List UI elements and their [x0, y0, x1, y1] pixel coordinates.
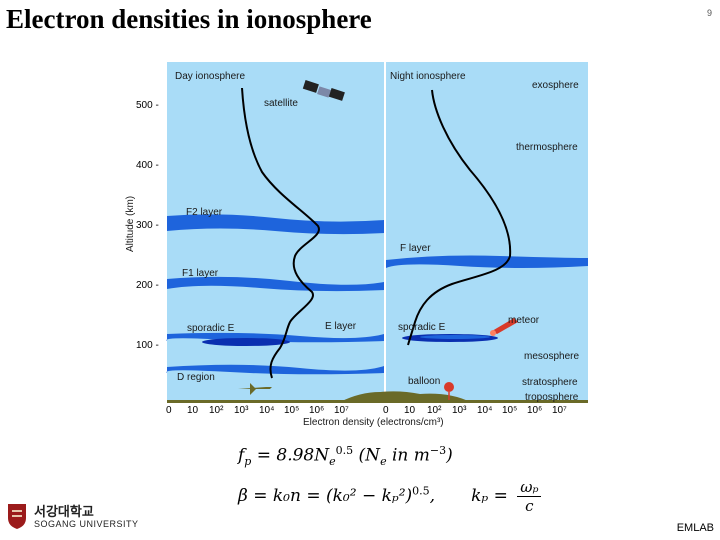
x-tick-night-4: 10⁴: [477, 405, 492, 416]
day-density-curve: [241, 87, 320, 379]
x-ticks-day: 0 10 10² 10³ 10⁴ 10⁵ 10⁶ 10⁷: [166, 405, 349, 416]
d-region-label: D region: [177, 372, 215, 383]
x-tick-day-3: 10³: [234, 405, 249, 416]
night-density-curve: [407, 89, 512, 346]
y-tick-100: 100 -: [136, 340, 159, 351]
logo-english: SOGANG UNIVERSITY: [34, 519, 139, 529]
x-tick-night-1: 10: [404, 405, 416, 416]
eq1-note-post: ): [446, 445, 453, 466]
page-number: 9: [706, 8, 712, 18]
sporadic-e-day-label: sporadic E: [187, 323, 235, 334]
x-tick-night-5: 10⁵: [502, 405, 517, 416]
eq1-note-pre: (N: [353, 445, 381, 466]
d-region-band: [166, 364, 384, 375]
night-title: Night ionosphere: [390, 71, 466, 82]
kp-denominator: c: [525, 497, 534, 515]
x-tick-day-0: 0: [166, 405, 172, 416]
x-tick-night-6: 10⁶: [527, 405, 542, 416]
y-tick-400: 400 -: [136, 160, 159, 171]
exosphere-label: exosphere: [532, 80, 579, 91]
propagation-equation: β = k₀n = (k₀² − kₚ²)0.5, kₚ = ωₚ c: [238, 478, 542, 515]
y-axis-label: Altitude (km): [125, 196, 136, 252]
eq1-note-sup: −3: [429, 444, 447, 457]
airplane-icon: [238, 383, 272, 395]
mesosphere-label: mesosphere: [524, 351, 579, 362]
balloon-icon: [444, 382, 454, 400]
meteor-icon: [490, 318, 518, 336]
f2-layer-label: F2 layer: [186, 207, 223, 218]
x-tick-day-7: 10⁷: [334, 405, 349, 416]
x-tick-night-3: 10³: [452, 405, 467, 416]
x-tick-day-4: 10⁴: [259, 405, 274, 416]
kp-numerator: ωₚ: [517, 478, 542, 497]
meteor-label: meteor: [508, 315, 540, 326]
eq2-kp-lhs: kₚ =: [471, 486, 514, 506]
f-layer-band: [386, 255, 588, 268]
satellite-icon: [302, 80, 345, 101]
eq1-rhs-sub: e: [329, 455, 336, 469]
eq2-sup: 0.5: [412, 484, 430, 498]
kp-fraction: ωₚ c: [517, 478, 542, 515]
y-tick-200: 200 -: [136, 280, 159, 291]
logo-korean: 서강대학교: [34, 504, 94, 519]
eq1-lhs-sub: p: [244, 455, 252, 469]
slide-title: Electron densities in ionosphere: [6, 4, 372, 34]
eq1-note-mid: in m: [386, 445, 430, 466]
plasma-frequency-equation: fp = 8.98Ne0.5 (Ne in m−3): [238, 444, 453, 468]
f1-layer-band: [167, 276, 384, 292]
ground-hill: [340, 391, 470, 402]
x-tick-day-5: 10⁵: [284, 405, 299, 416]
eq1-rhs: = 8.98N: [251, 445, 330, 466]
x-tick-night-7: 10⁷: [552, 405, 567, 416]
x-tick-day-2: 10²: [209, 405, 224, 416]
x-tick-night-0: 0: [383, 405, 389, 416]
y-ticks: 500 - 400 - 300 - 200 - 100 -: [136, 100, 159, 351]
day-title: Day ionosphere: [175, 71, 245, 82]
x-ticks-night: 0 10 10² 10³ 10⁴ 10⁵ 10⁶ 10⁷: [383, 405, 567, 416]
eq1-rhs-sup: 0.5: [335, 444, 354, 457]
e-layer-label: E layer: [325, 321, 357, 332]
shield-icon: [8, 504, 26, 529]
eq2-text: β = k₀n = (k₀² − kₚ²): [238, 486, 413, 506]
x-tick-day-1: 10: [187, 405, 199, 416]
y-tick-500: 500 -: [136, 100, 159, 111]
f1-layer-label: F1 layer: [182, 268, 219, 279]
e-layer-band: [166, 332, 384, 343]
night-e-trace: [420, 335, 490, 339]
troposphere-label: troposphere: [525, 392, 579, 403]
thermosphere-label: thermosphere: [516, 142, 578, 153]
y-tick-300: 300 -: [136, 220, 159, 231]
ground: [167, 400, 588, 403]
x-tick-night-2: 10²: [427, 405, 442, 416]
eq1-lhs: f: [238, 445, 245, 466]
sporadic-e-day: [202, 338, 290, 346]
eq1-note-sub: e: [380, 455, 387, 469]
x-axis-label: Electron density (electrons/cm³): [303, 417, 444, 428]
eq2-sep: ,: [429, 486, 436, 506]
night-panel: [386, 62, 588, 402]
university-logo: 서강대학교 SOGANG UNIVERSITY: [6, 500, 138, 534]
stratosphere-label: stratosphere: [522, 377, 578, 388]
balloon-label: balloon: [408, 376, 440, 387]
f2-layer-band: [167, 214, 384, 235]
footer-label: EMLAB: [676, 522, 714, 534]
sporadic-e-night-label: sporadic E: [398, 322, 446, 333]
f-layer-label: F layer: [400, 243, 431, 254]
x-tick-day-6: 10⁶: [309, 405, 324, 416]
satellite-label: satellite: [264, 98, 298, 109]
